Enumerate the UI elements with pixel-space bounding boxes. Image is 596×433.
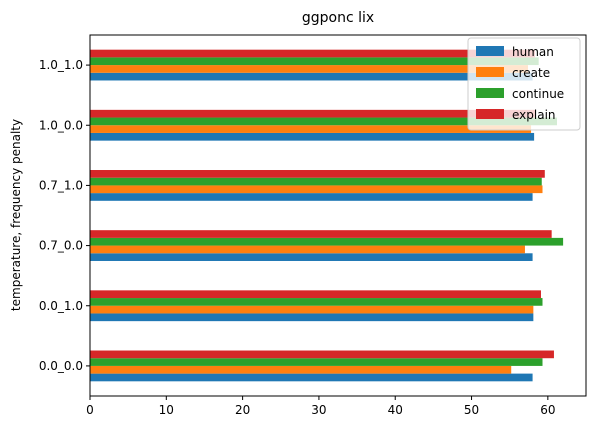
x-tick-label: 20 [235, 403, 250, 417]
legend-swatch-continue [476, 88, 504, 98]
bar-explain-0.0_0.0 [90, 350, 554, 359]
y-axis: 0.0_0.0 0.0_1.0 0.7_0.0 0.7_1.0 1.0_0.0 1.0_1… [39, 58, 90, 373]
legend-label-explain: explain [512, 108, 556, 122]
bar-create-0.0_1.0 [90, 305, 534, 314]
bar-create-0.7_0.0 [90, 245, 525, 254]
y-tick-label: 0.7_0.0 [39, 239, 83, 253]
bar-create-0.0_0.0 [90, 365, 512, 374]
bar-continue-0.0_0.0 [90, 358, 543, 366]
plot-frame [89, 34, 587, 397]
legend: human create continue explain [467, 37, 581, 131]
x-axis: 0 10 20 30 40 50 60 [86, 396, 555, 417]
x-tick-label: 60 [540, 403, 555, 417]
bar-create-0.7_1.0 [90, 185, 543, 194]
bar-continue-0.0_1.0 [90, 298, 543, 306]
y-tick-label: 1.0_0.0 [39, 118, 83, 132]
bar-human-0.7_1.0 [90, 193, 533, 201]
bar-create-1.0_1.0 [90, 65, 529, 73]
x-tick-label: 30 [311, 403, 326, 417]
bar-explain-1.0_0.0 [90, 109, 536, 118]
bar-continue-0.7_0.0 [90, 237, 564, 246]
bar-continue-0.7_1.0 [90, 177, 542, 186]
y-tick-label: 0.0_0.0 [39, 359, 83, 373]
bar-human-0.0_1.0 [90, 313, 534, 322]
bar-explain-0.7_1.0 [90, 170, 545, 178]
bar-area [90, 49, 564, 382]
y-tick-label: 0.7_1.0 [39, 178, 83, 192]
x-tick-label: 50 [464, 403, 479, 417]
legend-swatch-create [476, 67, 504, 77]
bar-human-0.0_0.0 [90, 373, 533, 382]
bar-explain-0.0_1.0 [90, 290, 541, 299]
legend-label-continue: continue [512, 87, 564, 101]
legend-label-human: human [512, 45, 554, 59]
bar-explain-0.7_0.0 [90, 230, 552, 238]
x-tick-label: 10 [159, 403, 174, 417]
legend-label-create: create [512, 66, 550, 80]
legend-swatch-explain [476, 109, 504, 119]
legend-box [467, 37, 581, 131]
y-tick-label: 0.0_1.0 [39, 299, 83, 313]
legend-swatch-human [476, 46, 504, 56]
bar-human-1.0_0.0 [90, 132, 535, 141]
bar-continue-1.0_0.0 [90, 117, 558, 126]
bar-human-0.7_0.0 [90, 253, 533, 261]
y-tick-label: 1.0_1.0 [39, 58, 83, 72]
bar-explain-1.0_1.0 [90, 49, 535, 58]
bar-continue-1.0_1.0 [90, 57, 539, 66]
x-tick-label: 40 [388, 403, 403, 417]
bar-create-1.0_0.0 [90, 125, 532, 133]
chart-title: ggponc lix [302, 10, 374, 26]
x-tick-label: 0 [86, 403, 94, 417]
y-axis-label: temperature, frequency penalty [9, 119, 23, 311]
bar-human-1.0_1.0 [90, 72, 533, 81]
